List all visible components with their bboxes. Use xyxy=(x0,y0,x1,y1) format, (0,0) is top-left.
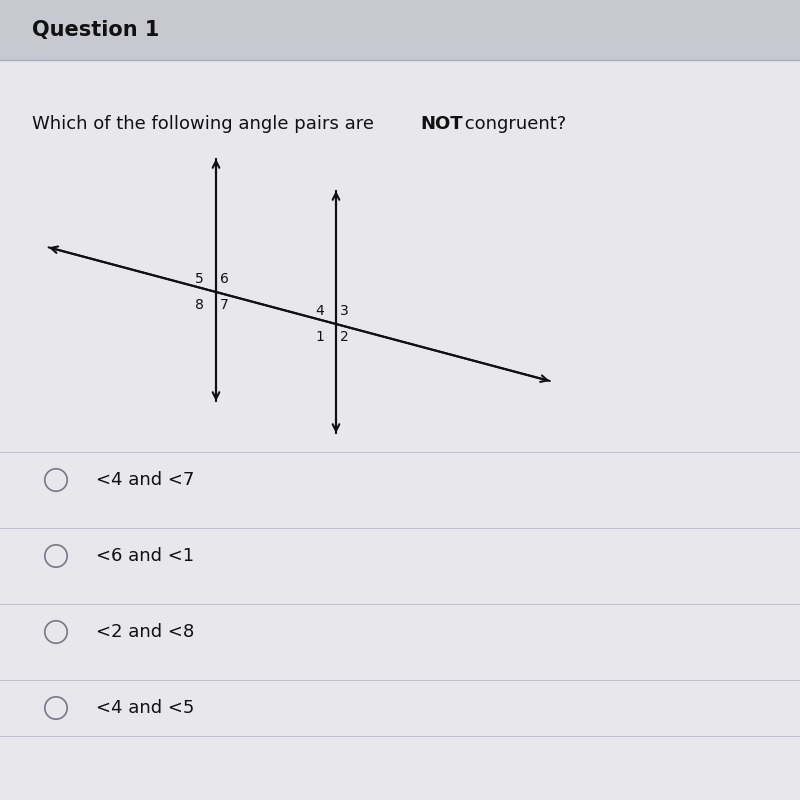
Text: 7: 7 xyxy=(219,298,228,312)
Bar xyxy=(0,0,800,60)
Text: NOT: NOT xyxy=(421,115,463,133)
Text: 6: 6 xyxy=(219,272,229,286)
Text: Question 1: Question 1 xyxy=(32,20,159,40)
Text: 8: 8 xyxy=(195,298,204,312)
Text: <4 and <5: <4 and <5 xyxy=(96,699,194,717)
Text: <6 and <1: <6 and <1 xyxy=(96,547,194,565)
Text: <4 and <7: <4 and <7 xyxy=(96,471,194,489)
Text: 5: 5 xyxy=(195,272,204,286)
Text: congruent?: congruent? xyxy=(459,115,566,133)
Text: 3: 3 xyxy=(339,304,348,318)
Text: <2 and <8: <2 and <8 xyxy=(96,623,194,641)
Text: 1: 1 xyxy=(315,330,324,344)
Text: 4: 4 xyxy=(315,304,324,318)
Text: Which of the following angle pairs are: Which of the following angle pairs are xyxy=(32,115,380,133)
Text: 2: 2 xyxy=(339,330,348,344)
